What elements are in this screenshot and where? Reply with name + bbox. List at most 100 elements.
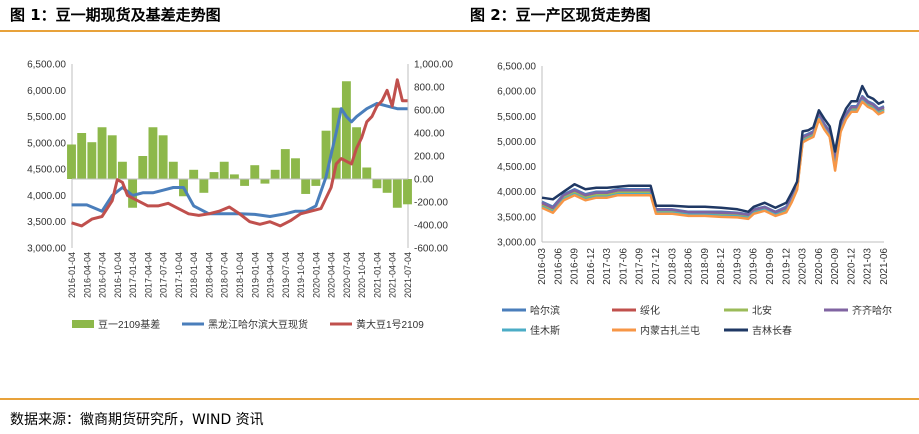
y-tick-label: 5,500.00	[497, 112, 536, 123]
x-tick-label: 2017-10-04	[174, 252, 184, 298]
basis-bar	[219, 161, 229, 179]
left-tick-label: 3,000.00	[27, 244, 66, 255]
y-tick-label: 5,000.00	[497, 137, 536, 148]
x-tick-label: 2016-04-04	[82, 252, 92, 298]
x-tick-label: 2019-10-04	[296, 252, 306, 298]
bottom-divider	[0, 398, 919, 400]
legend-label: 豆一2109基差	[98, 318, 160, 331]
x-tick-label: 2020-09	[830, 248, 841, 285]
basis-bar	[77, 133, 87, 179]
left-tick-label: 4,500.00	[27, 165, 66, 176]
x-tick-label: 2020-10-04	[357, 252, 367, 298]
legend-label: 北安	[752, 304, 772, 317]
basis-bar	[341, 81, 351, 179]
basis-bar	[403, 179, 412, 205]
left-tick-label: 6,000.00	[27, 86, 66, 97]
basis-bar	[352, 127, 362, 179]
legend-label: 绥化	[640, 304, 660, 317]
basis-bar	[97, 127, 107, 179]
basis-bar	[209, 172, 219, 179]
basis-bar	[362, 167, 372, 179]
basis-bar	[199, 179, 209, 193]
basis-bar	[280, 149, 290, 179]
x-tick-label: 2021-06	[879, 248, 890, 285]
x-tick-label: 2016-09	[570, 248, 581, 285]
right-tick-label: -200.00	[414, 198, 448, 209]
x-tick-label: 2019-06	[749, 248, 760, 285]
basis-bar	[372, 179, 382, 189]
harbin-spot-line	[71, 101, 408, 218]
x-tick-label: 2019-09	[765, 248, 776, 285]
x-tick-label: 2021-07-04	[403, 252, 413, 298]
x-tick-label: 2016-12	[586, 248, 597, 285]
x-tick-label: 2020-04-04	[327, 252, 337, 298]
basis-bar	[168, 161, 178, 179]
x-tick-label: 2017-03	[602, 248, 613, 285]
basis-bar	[87, 142, 97, 179]
basis-bar	[250, 165, 260, 179]
basis-bar	[67, 144, 76, 179]
basis-bar	[382, 179, 392, 193]
x-tick-label: 2017-01-04	[128, 252, 138, 298]
legend-label: 齐齐哈尔	[852, 304, 892, 317]
y-tick-label: 6,000.00	[497, 87, 536, 98]
right-tick-label: -400.00	[414, 221, 448, 232]
basis-bar	[240, 179, 250, 186]
basis-bar	[189, 169, 199, 179]
legend-label: 吉林长春	[752, 324, 792, 337]
left-tick-label: 6,500.00	[27, 60, 66, 71]
y-tick-label: 3,000.00	[497, 238, 536, 249]
x-tick-label: 2020-12	[846, 248, 857, 285]
basis-bar	[128, 179, 138, 208]
x-tick-label: 2018-06	[684, 248, 695, 285]
soybean-futures-line	[71, 78, 408, 228]
right-tick-label: 0.00	[414, 175, 434, 186]
right-tick-label: 1,000.00	[414, 60, 453, 71]
x-tick-label: 2019-03	[732, 248, 743, 285]
left-tick-label: 5,500.00	[27, 112, 66, 123]
x-tick-label: 2018-10-04	[235, 252, 245, 298]
right-tick-label: 400.00	[414, 129, 445, 140]
right-tick-label: 600.00	[414, 106, 445, 117]
right-tick-label: 200.00	[414, 152, 445, 163]
basis-bar	[311, 179, 321, 186]
left-tick-label: 5,000.00	[27, 138, 66, 149]
x-tick-label: 2021-01-04	[372, 252, 382, 298]
y-tick-label: 4,500.00	[497, 162, 536, 173]
x-tick-label: 2020-01-04	[311, 252, 321, 298]
basis-bar	[321, 130, 331, 179]
source-note: 数据来源：徽商期货研究所，WIND 资讯	[10, 412, 264, 428]
legend-swatch	[72, 320, 94, 328]
basis-bar	[138, 156, 148, 179]
x-tick-label: 2016-10-04	[113, 252, 123, 298]
legend-label: 黑龙江哈尔滨大豆现货	[208, 318, 308, 331]
left-tick-label: 4,000.00	[27, 191, 66, 202]
x-tick-label: 2018-04-04	[204, 252, 214, 298]
basis-bar	[117, 161, 127, 179]
series-line-吉林长春	[541, 84, 885, 214]
basis-bar	[301, 179, 311, 194]
x-tick-label: 2021-03	[863, 248, 874, 285]
legend-label: 黄大豆1号2109	[356, 318, 424, 331]
basis-bar	[158, 135, 168, 179]
x-tick-label: 2018-09	[700, 248, 711, 285]
x-tick-label: 2018-07-04	[220, 252, 230, 298]
left-tick-label: 3,500.00	[27, 217, 66, 228]
x-tick-label: 2016-03	[537, 248, 548, 285]
x-tick-label: 2018-12	[716, 248, 727, 285]
basis-bar	[331, 107, 341, 179]
x-tick-label: 2019-07-04	[281, 252, 291, 298]
x-tick-label: 2020-03	[798, 248, 809, 285]
x-tick-label: 2016-06	[553, 248, 564, 285]
x-tick-label: 2017-07-04	[159, 252, 169, 298]
basis-bar	[270, 169, 280, 179]
x-tick-label: 2017-12	[651, 248, 662, 285]
legend-label: 哈尔滨	[530, 304, 560, 317]
basis-bar	[148, 127, 158, 179]
figure2-title: 图 2：豆一产区现货走势图	[470, 6, 651, 24]
y-tick-label: 6,500.00	[497, 62, 536, 73]
series-line-内蒙古扎兰屯	[541, 100, 885, 221]
basis-bar	[107, 135, 117, 179]
series-line-齐齐哈尔	[541, 95, 885, 217]
right-tick-label: 800.00	[414, 83, 445, 94]
